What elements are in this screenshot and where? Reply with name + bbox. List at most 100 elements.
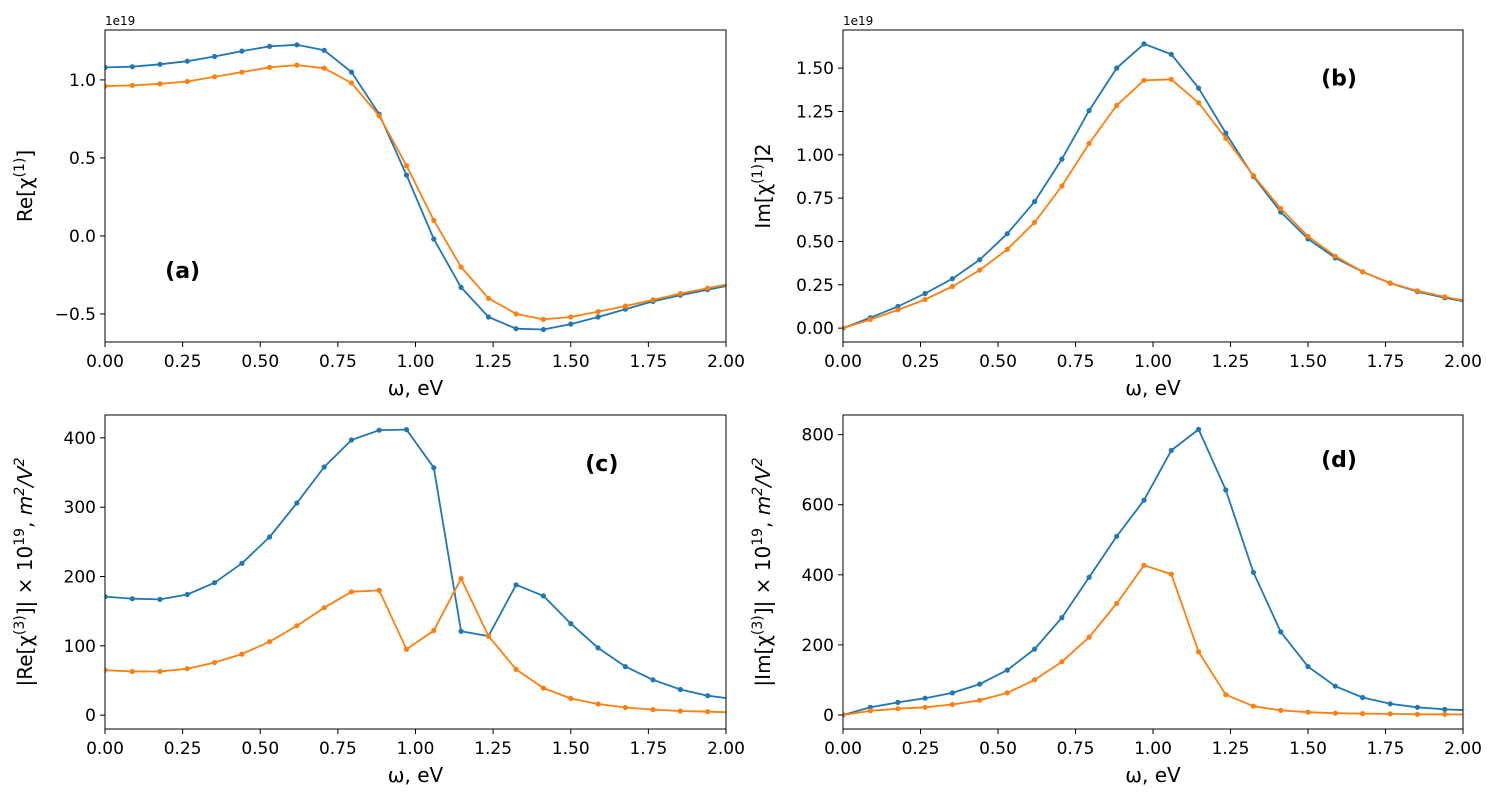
series-1-group: [843, 426, 1475, 718]
data-point: [184, 58, 190, 64]
data-point: [105, 667, 108, 673]
data-point: [105, 594, 108, 600]
data-point: [1278, 205, 1284, 212]
data-point: [1332, 683, 1338, 689]
data-point: [1168, 447, 1174, 453]
data-point: [1305, 664, 1311, 670]
data-point: [458, 576, 464, 582]
data-point: [129, 64, 135, 70]
x-tick-label: 1.00: [397, 739, 435, 759]
y-tick-label: 1.0: [69, 71, 96, 91]
data-point: [105, 83, 108, 89]
data-point: [949, 690, 956, 696]
data-point: [1196, 85, 1202, 91]
x-tick-label: 0.25: [164, 739, 202, 759]
x-tick-label: 1.50: [1289, 739, 1327, 759]
series-line-2: [843, 564, 1463, 716]
series-line-1: [843, 428, 1463, 716]
data-point: [1470, 708, 1475, 713]
data-point: [1168, 571, 1174, 577]
data-point: [1470, 300, 1475, 305]
data-point: [568, 621, 574, 627]
x-tick-label: 0.25: [902, 739, 940, 759]
x-tick-label: 1.00: [1134, 352, 1172, 372]
panel-label: (c): [585, 452, 618, 477]
data-point: [568, 321, 574, 327]
data-point: [677, 708, 684, 714]
x-axis-label: ω, eV: [1125, 376, 1181, 400]
data-point: [1032, 677, 1038, 683]
data-point: [1250, 569, 1256, 576]
data-point: [595, 645, 601, 651]
x-tick-label: 0.75: [1057, 352, 1095, 372]
y-tick-label: 300: [64, 498, 96, 518]
data-point: [977, 257, 983, 263]
y-tick-label: 400: [64, 429, 96, 449]
x-tick-label: 0.00: [824, 739, 862, 759]
data-point: [458, 284, 464, 290]
data-point: [677, 686, 684, 693]
data-point: [212, 659, 218, 666]
y-tick-label: 1.25: [796, 102, 834, 122]
x-tick-label: 1.50: [552, 352, 590, 372]
x-tick-label: 1.25: [1212, 352, 1250, 372]
data-point: [348, 80, 355, 86]
series-1-group: [843, 41, 1463, 331]
data-point: [1414, 704, 1420, 710]
series-1-group: [105, 42, 738, 333]
data-point: [267, 534, 273, 540]
data-point: [129, 82, 135, 88]
data-point: [1223, 135, 1229, 141]
panel-label: (a): [165, 259, 200, 284]
y-tick-label: −0.5: [55, 305, 96, 325]
x-tick-label: 0.50: [241, 739, 279, 759]
data-point: [867, 708, 873, 714]
data-point: [1223, 487, 1229, 493]
data-point: [1114, 102, 1120, 108]
data-point: [1032, 199, 1038, 205]
data-point: [403, 163, 410, 169]
data-point: [1387, 701, 1393, 707]
data-point: [1332, 253, 1338, 259]
data-point: [1414, 288, 1420, 294]
y-tick-label: 0.75: [796, 189, 834, 209]
series-line-1: [105, 428, 726, 699]
y-tick-label: 0.25: [796, 276, 834, 296]
data-point: [540, 326, 547, 333]
data-point: [949, 701, 956, 708]
data-point: [239, 48, 245, 54]
data-point: [1086, 634, 1092, 640]
data-point: [485, 633, 492, 639]
x-tick-label: 0.25: [902, 352, 940, 372]
panel-label: (d): [1321, 448, 1357, 473]
x-tick-label: 2.00: [1444, 739, 1482, 759]
data-point: [321, 47, 327, 53]
data-point: [157, 668, 163, 675]
data-point: [1168, 51, 1174, 57]
data-point: [403, 172, 410, 178]
plot-frame: [842, 414, 1464, 730]
data-point: [267, 639, 273, 645]
x-tick-label: 1.50: [552, 739, 590, 759]
data-point: [622, 704, 629, 711]
x-tick-label: 1.00: [1134, 739, 1172, 759]
data-point: [431, 217, 437, 223]
data-point: [239, 651, 245, 657]
data-point: [1305, 709, 1311, 715]
data-point: [1387, 711, 1393, 717]
data-point: [376, 113, 382, 119]
x-tick-label: 1.75: [1367, 352, 1405, 372]
data-point: [895, 706, 901, 712]
data-point: [458, 628, 464, 634]
data-point: [1414, 711, 1420, 717]
data-point: [1004, 667, 1010, 673]
y-axis-label: Re[χ(1)]: [12, 150, 37, 222]
series-line-2: [105, 64, 726, 321]
data-point: [1196, 649, 1202, 655]
series-line-2: [843, 78, 1463, 329]
data-point: [733, 282, 738, 287]
data-point: [1442, 706, 1448, 713]
data-point: [513, 326, 519, 332]
data-point: [1141, 77, 1147, 83]
y-tick-label: 0: [823, 706, 834, 726]
